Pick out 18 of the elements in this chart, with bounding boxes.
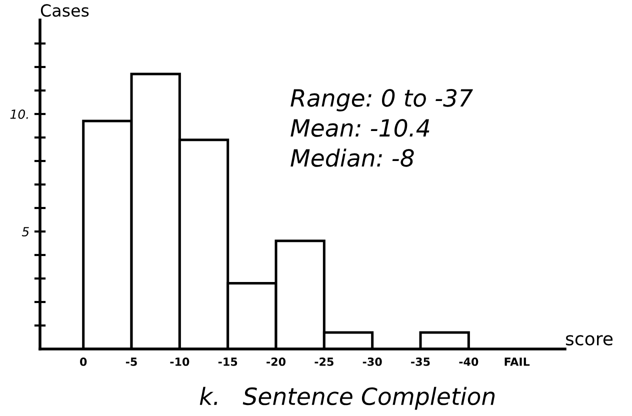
annotation: Range: 0 to -37 bbox=[290, 88, 473, 112]
x-tick-label: -10 bbox=[170, 358, 190, 366]
annotation: Mean: -10.4 bbox=[290, 118, 430, 137]
x-tick-label: -25 bbox=[314, 358, 334, 366]
x-tick-label: -5 bbox=[126, 358, 137, 366]
x-tick-label: 0 bbox=[80, 358, 87, 366]
x-tick-label: FAIL bbox=[504, 358, 530, 366]
x-tick-label: -30 bbox=[362, 358, 382, 366]
x-tick-label: -15 bbox=[218, 358, 238, 366]
y-tick-label: 10. bbox=[10, 109, 28, 119]
x-axis-title: score bbox=[566, 335, 613, 346]
y-axis-title: Cases bbox=[40, 4, 89, 17]
x-tick-label: -20 bbox=[266, 358, 286, 366]
x-tick-label: -40 bbox=[459, 358, 478, 366]
annotation: Median: -8 bbox=[290, 148, 414, 167]
text: k. Sentence Completion bbox=[200, 386, 495, 410]
x-tick-label: -35 bbox=[411, 358, 430, 366]
y-tick-label: 5 bbox=[22, 227, 29, 236]
